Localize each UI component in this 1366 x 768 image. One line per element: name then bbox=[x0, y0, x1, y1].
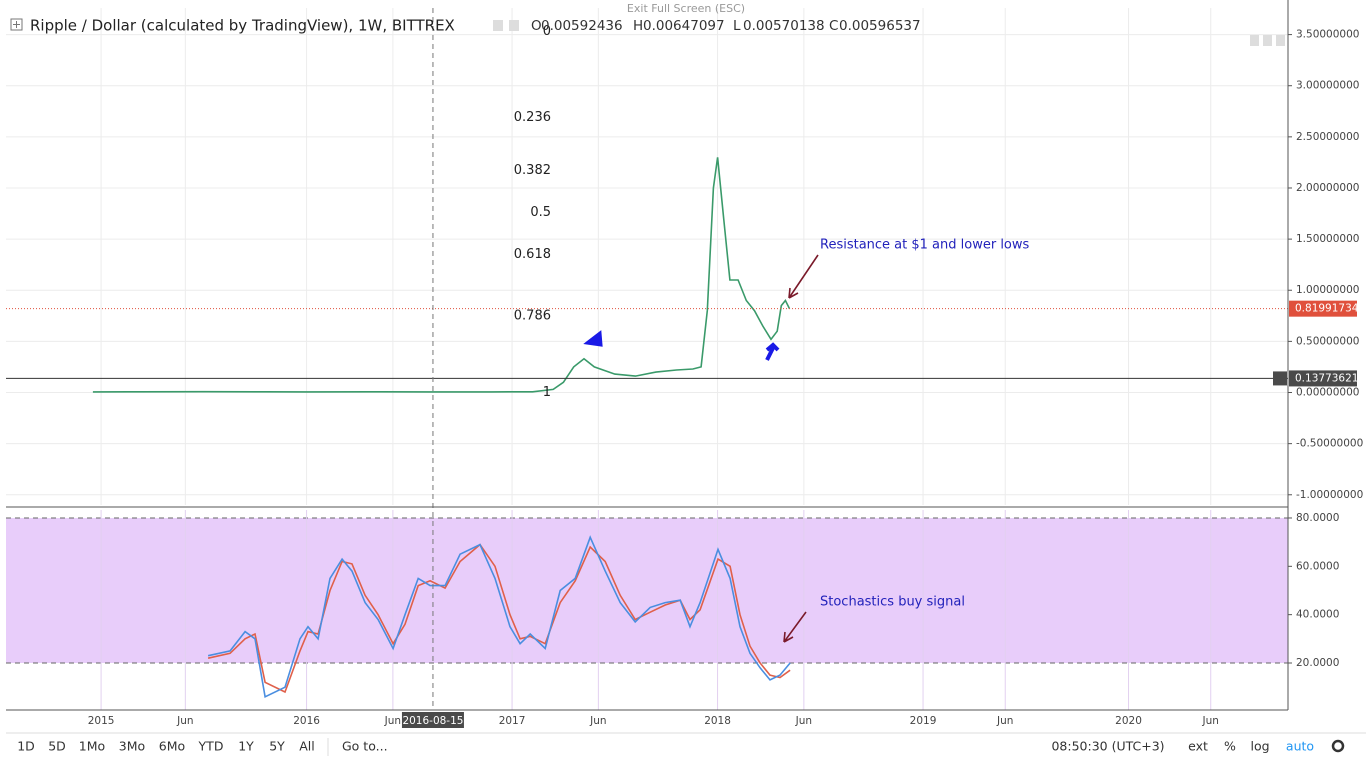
range-button[interactable]: 1Y bbox=[238, 739, 254, 754]
option-button[interactable]: ext bbox=[1188, 739, 1208, 754]
annotation: Stochastics buy signal bbox=[820, 595, 965, 610]
range-button[interactable]: 1D bbox=[17, 739, 35, 754]
pane-button[interactable] bbox=[1263, 35, 1272, 46]
y-tick-label: 1.50000000 bbox=[1296, 233, 1359, 245]
y-tick-label: 0.00000000 bbox=[1296, 387, 1359, 399]
x-tick-label: 2020 bbox=[1115, 715, 1142, 727]
option-button[interactable]: % bbox=[1224, 739, 1236, 754]
collapse-icon[interactable] bbox=[10, 18, 23, 31]
fib-level-label: 0.236 bbox=[514, 110, 551, 125]
x-tick-label: 2016 bbox=[293, 715, 320, 727]
pane-button[interactable] bbox=[1276, 35, 1285, 46]
ohlc-values: O 0.00592436 H 0.00647097 L 0.00570138 C 0.0059… bbox=[531, 18, 921, 34]
series-line bbox=[207, 535, 791, 698]
crosshair-x-label: 2016-08-15 bbox=[402, 715, 463, 727]
last-price-box bbox=[1289, 300, 1357, 317]
y-tick-label: 40.0000 bbox=[1296, 609, 1339, 621]
series-line bbox=[92, 157, 791, 393]
option-button[interactable]: log bbox=[1250, 739, 1269, 754]
ohlc-key: C bbox=[829, 18, 838, 34]
stoch-band bbox=[6, 517, 1288, 663]
series-line bbox=[207, 543, 791, 694]
x-tick-label: 2015 bbox=[88, 715, 115, 727]
marker-arrow bbox=[583, 330, 603, 347]
x-tick-label: Jun bbox=[589, 715, 606, 727]
y-tick-label: 3.00000000 bbox=[1296, 80, 1359, 92]
fib-level-label: 1 bbox=[543, 385, 551, 400]
symbol-title: Ripple / Dollar (calculated by TradingVi… bbox=[30, 17, 455, 35]
x-tick-label: Jun bbox=[176, 715, 193, 727]
crosshair-plus[interactable] bbox=[1273, 371, 1287, 386]
annotation-arrow bbox=[783, 611, 807, 643]
y-tick-label: 3.50000000 bbox=[1296, 29, 1359, 41]
ohlc-value: 0.00596537 bbox=[839, 18, 921, 34]
crosshair-y-box bbox=[1289, 370, 1357, 387]
y-tick-label: 60.0000 bbox=[1296, 560, 1339, 572]
ohlc-value: 0.00570138 bbox=[743, 18, 825, 34]
settings-icon[interactable] bbox=[509, 20, 519, 31]
range-button[interactable]: 6Mo bbox=[159, 739, 185, 754]
option-button[interactable]: auto bbox=[1286, 739, 1314, 754]
bottom-toolbar: 1D 5D 1Mo 3Mo 6Mo YTD 1Y 5Y All Go to... 08:50:30 … bbox=[17, 738, 1314, 756]
fib-level-label: 0.618 bbox=[514, 247, 551, 262]
range-button[interactable]: 5Y bbox=[269, 739, 285, 754]
y-tick-label: 80.0000 bbox=[1296, 512, 1339, 524]
fib-level-label: 0 bbox=[543, 24, 551, 39]
range-button[interactable]: 1Mo bbox=[79, 739, 105, 754]
fib-level-label: 0.5 bbox=[530, 205, 551, 220]
x-tick-label: Jun bbox=[795, 715, 812, 727]
y-tick-label: -1.00000000 bbox=[1296, 489, 1363, 501]
range-button[interactable]: 5D bbox=[48, 739, 66, 754]
y-tick-label: -0.50000000 bbox=[1296, 438, 1363, 450]
ohlc-key: O bbox=[531, 18, 542, 34]
annotation-arrow bbox=[788, 254, 819, 299]
range-button[interactable]: YTD bbox=[198, 739, 224, 754]
range-button[interactable]: All bbox=[299, 739, 315, 754]
y-tick-label: 2.00000000 bbox=[1296, 182, 1359, 194]
clock: 08:50:30 (UTC+3) bbox=[1051, 739, 1164, 754]
crosshair-x-box bbox=[401, 712, 464, 728]
x-tick-label: Jun bbox=[384, 715, 401, 727]
settings-icon[interactable] bbox=[493, 20, 503, 31]
fib-level-label: 0.382 bbox=[514, 163, 551, 178]
settings-gear[interactable] bbox=[1331, 739, 1345, 753]
crosshair-y-label: 0.13773621 bbox=[1295, 372, 1358, 384]
y-tick-label: 1.00000000 bbox=[1296, 284, 1359, 296]
y-tick-label: 0.50000000 bbox=[1296, 335, 1359, 347]
ohlc-key: H bbox=[633, 18, 643, 34]
goto-button[interactable]: Go to... bbox=[342, 739, 388, 754]
ohlc-value: 0.00647097 bbox=[643, 18, 725, 34]
annotation: Resistance at $1 and lower lows bbox=[820, 238, 1030, 253]
y-tick-label: 2.50000000 bbox=[1296, 131, 1359, 143]
marker-arrow bbox=[765, 342, 780, 361]
plot: 0 0.236 0.382 0.5 0.618 0.786 1 Resistance at $… bbox=[6, 8, 1288, 710]
fib-level-label: 0.786 bbox=[514, 308, 551, 323]
x-tick-label: Jun bbox=[996, 715, 1013, 727]
range-button[interactable]: 3Mo bbox=[119, 739, 145, 754]
axes: 2015 Jun 2016 Jun 2017 Jun 2018 Jun 2019 Jun 2020 J… bbox=[88, 29, 1363, 728]
ohlc-value: 0.00592436 bbox=[541, 18, 623, 34]
x-tick-label: Jun bbox=[1202, 715, 1219, 727]
x-tick-label: 2019 bbox=[910, 715, 937, 727]
x-tick-label: 2017 bbox=[499, 715, 526, 727]
y-tick-label: 20.0000 bbox=[1296, 657, 1339, 669]
fullscreen-hint: Exit Full Screen (ESC) bbox=[627, 2, 745, 15]
pane-button[interactable] bbox=[1250, 35, 1259, 46]
ohlc-key: L bbox=[733, 18, 741, 34]
x-tick-label: 2018 bbox=[704, 715, 731, 727]
last-price-label: 0.81991734 bbox=[1295, 303, 1359, 315]
